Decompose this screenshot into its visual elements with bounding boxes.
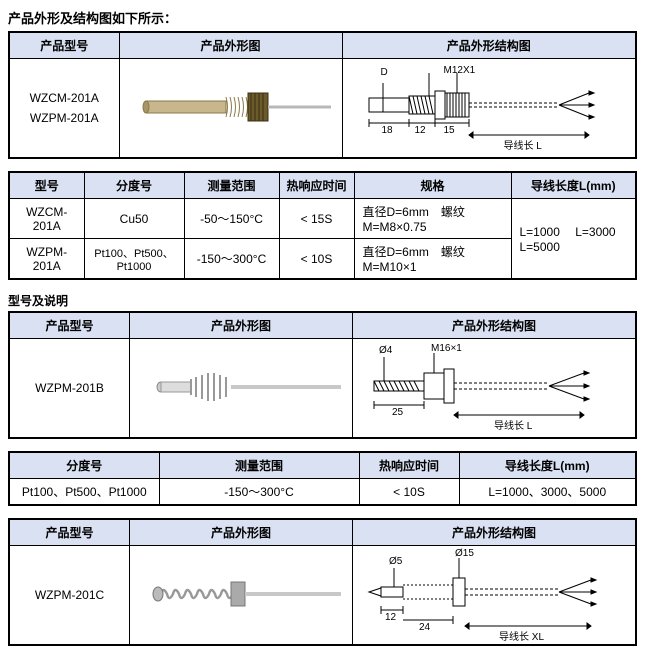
sensor-photo-svg	[126, 63, 336, 153]
t2-h3: 测量范围	[184, 172, 279, 199]
t2-r1c2: Cu50	[84, 199, 184, 239]
diag1-15: 15	[444, 125, 455, 136]
t2-r1c5: 直径D=6mm 螺纹M=M8×0.75	[354, 199, 511, 239]
t3-photo	[130, 339, 353, 439]
t3-h2: 产品外形图	[130, 312, 353, 339]
t2-h6: 导线长度L(mm)	[511, 172, 636, 199]
t2-h5: 规格	[354, 172, 511, 199]
t4-h1: 分度号	[9, 452, 159, 479]
table-5: 产品型号 产品外形图 产品外形结构图 WZPM-201C	[8, 518, 637, 646]
diag3-25: 25	[392, 407, 403, 418]
t1-h2: 产品外形图	[119, 32, 342, 59]
t2-h4: 热响应时间	[279, 172, 354, 199]
diag1-18: 18	[382, 125, 393, 136]
t1-h3: 产品外形结构图	[342, 32, 636, 59]
diag3-lead: 导线长 L	[494, 417, 532, 432]
t1-h1: 产品型号	[9, 32, 119, 59]
t2-r1c3: -50～150°C	[184, 199, 279, 239]
t5-photo	[130, 546, 353, 646]
sensor-b-photo-svg	[136, 343, 346, 433]
t1-photo	[119, 59, 342, 159]
t4-h3: 热响应时间	[359, 452, 459, 479]
t5-diagram: Ø5 Ø15 12 24 导线长 XL	[353, 546, 637, 646]
t2-r2c5: 直径D=6mm 螺纹M=M10×1	[354, 239, 511, 280]
t2-r2c3: -150～300°C	[184, 239, 279, 280]
t3-diagram: Ø4 M16×1 25 导线长 L	[353, 339, 637, 439]
t2-leadlen: L=1000 L=3000 L=5000	[511, 199, 636, 280]
sensor-c-photo-svg	[136, 550, 346, 640]
table-1: 产品型号 产品外形图 产品外形结构图 WZCM-201A WZPM-201A	[8, 31, 637, 159]
table-2: 型号 分度号 测量范围 热响应时间 规格 导线长度L(mm) WZCM-201A…	[8, 171, 637, 280]
t2-r1c4: < 15S	[279, 199, 354, 239]
t4-c1: Pt100、Pt500、Pt1000	[9, 479, 159, 506]
t5-h2: 产品外形图	[130, 519, 353, 546]
diag3-thread: M16×1	[431, 343, 462, 354]
t2-r2c1: WZPM-201A	[9, 239, 84, 280]
diag5-d15: Ø15	[455, 548, 474, 559]
t1-diagram: D M12X1 18 12 15 导线长 L	[342, 59, 636, 159]
t4-c2: -150～300°C	[159, 479, 359, 506]
diag1-12: 12	[415, 125, 426, 136]
t5-h3: 产品外形结构图	[353, 519, 637, 546]
t4-c3: < 10S	[359, 479, 459, 506]
table-4: 分度号 测量范围 热响应时间 导线长度L(mm) Pt100、Pt500、Pt1…	[8, 451, 637, 506]
t5-model: WZPM-201C	[9, 546, 130, 646]
t1-models: WZCM-201A WZPM-201A	[9, 59, 119, 159]
t4-h2: 测量范围	[159, 452, 359, 479]
diag5-24: 24	[419, 622, 430, 633]
sensor-diagram-svg	[349, 63, 629, 153]
diag1-lead: 导线长 L	[504, 137, 542, 152]
table-3: 产品型号 产品外形图 产品外形结构图 WZPM-201B	[8, 311, 637, 439]
diag5-12: 12	[385, 612, 396, 623]
t1-model-b: WZPM-201A	[16, 111, 113, 125]
page-heading: 产品外形及结构图如下所示：	[8, 8, 637, 27]
t1-model-a: WZCM-201A	[16, 91, 113, 105]
diag1-d: D	[381, 67, 388, 78]
t3-h3: 产品外形结构图	[353, 312, 637, 339]
diag1-thread: M12X1	[444, 65, 476, 76]
diag5-d5: Ø5	[389, 556, 402, 567]
t2-h1: 型号	[9, 172, 84, 199]
t3-model: WZPM-201B	[9, 339, 130, 439]
t5-h1: 产品型号	[9, 519, 130, 546]
t2-r2c4: < 10S	[279, 239, 354, 280]
t4-h4: 导线长度L(mm)	[459, 452, 636, 479]
diag3-d4: Ø4	[379, 345, 392, 356]
t2-r1c1: WZCM-201A	[9, 199, 84, 239]
diag5-lead: 导线长 XL	[499, 628, 544, 643]
t2-r2c2: Pt100、Pt500、Pt1000	[84, 239, 184, 280]
t2-h2: 分度号	[84, 172, 184, 199]
t4-c4: L=1000、3000、5000	[459, 479, 636, 506]
section2-title: 型号及说明	[8, 292, 637, 309]
t3-h1: 产品型号	[9, 312, 130, 339]
